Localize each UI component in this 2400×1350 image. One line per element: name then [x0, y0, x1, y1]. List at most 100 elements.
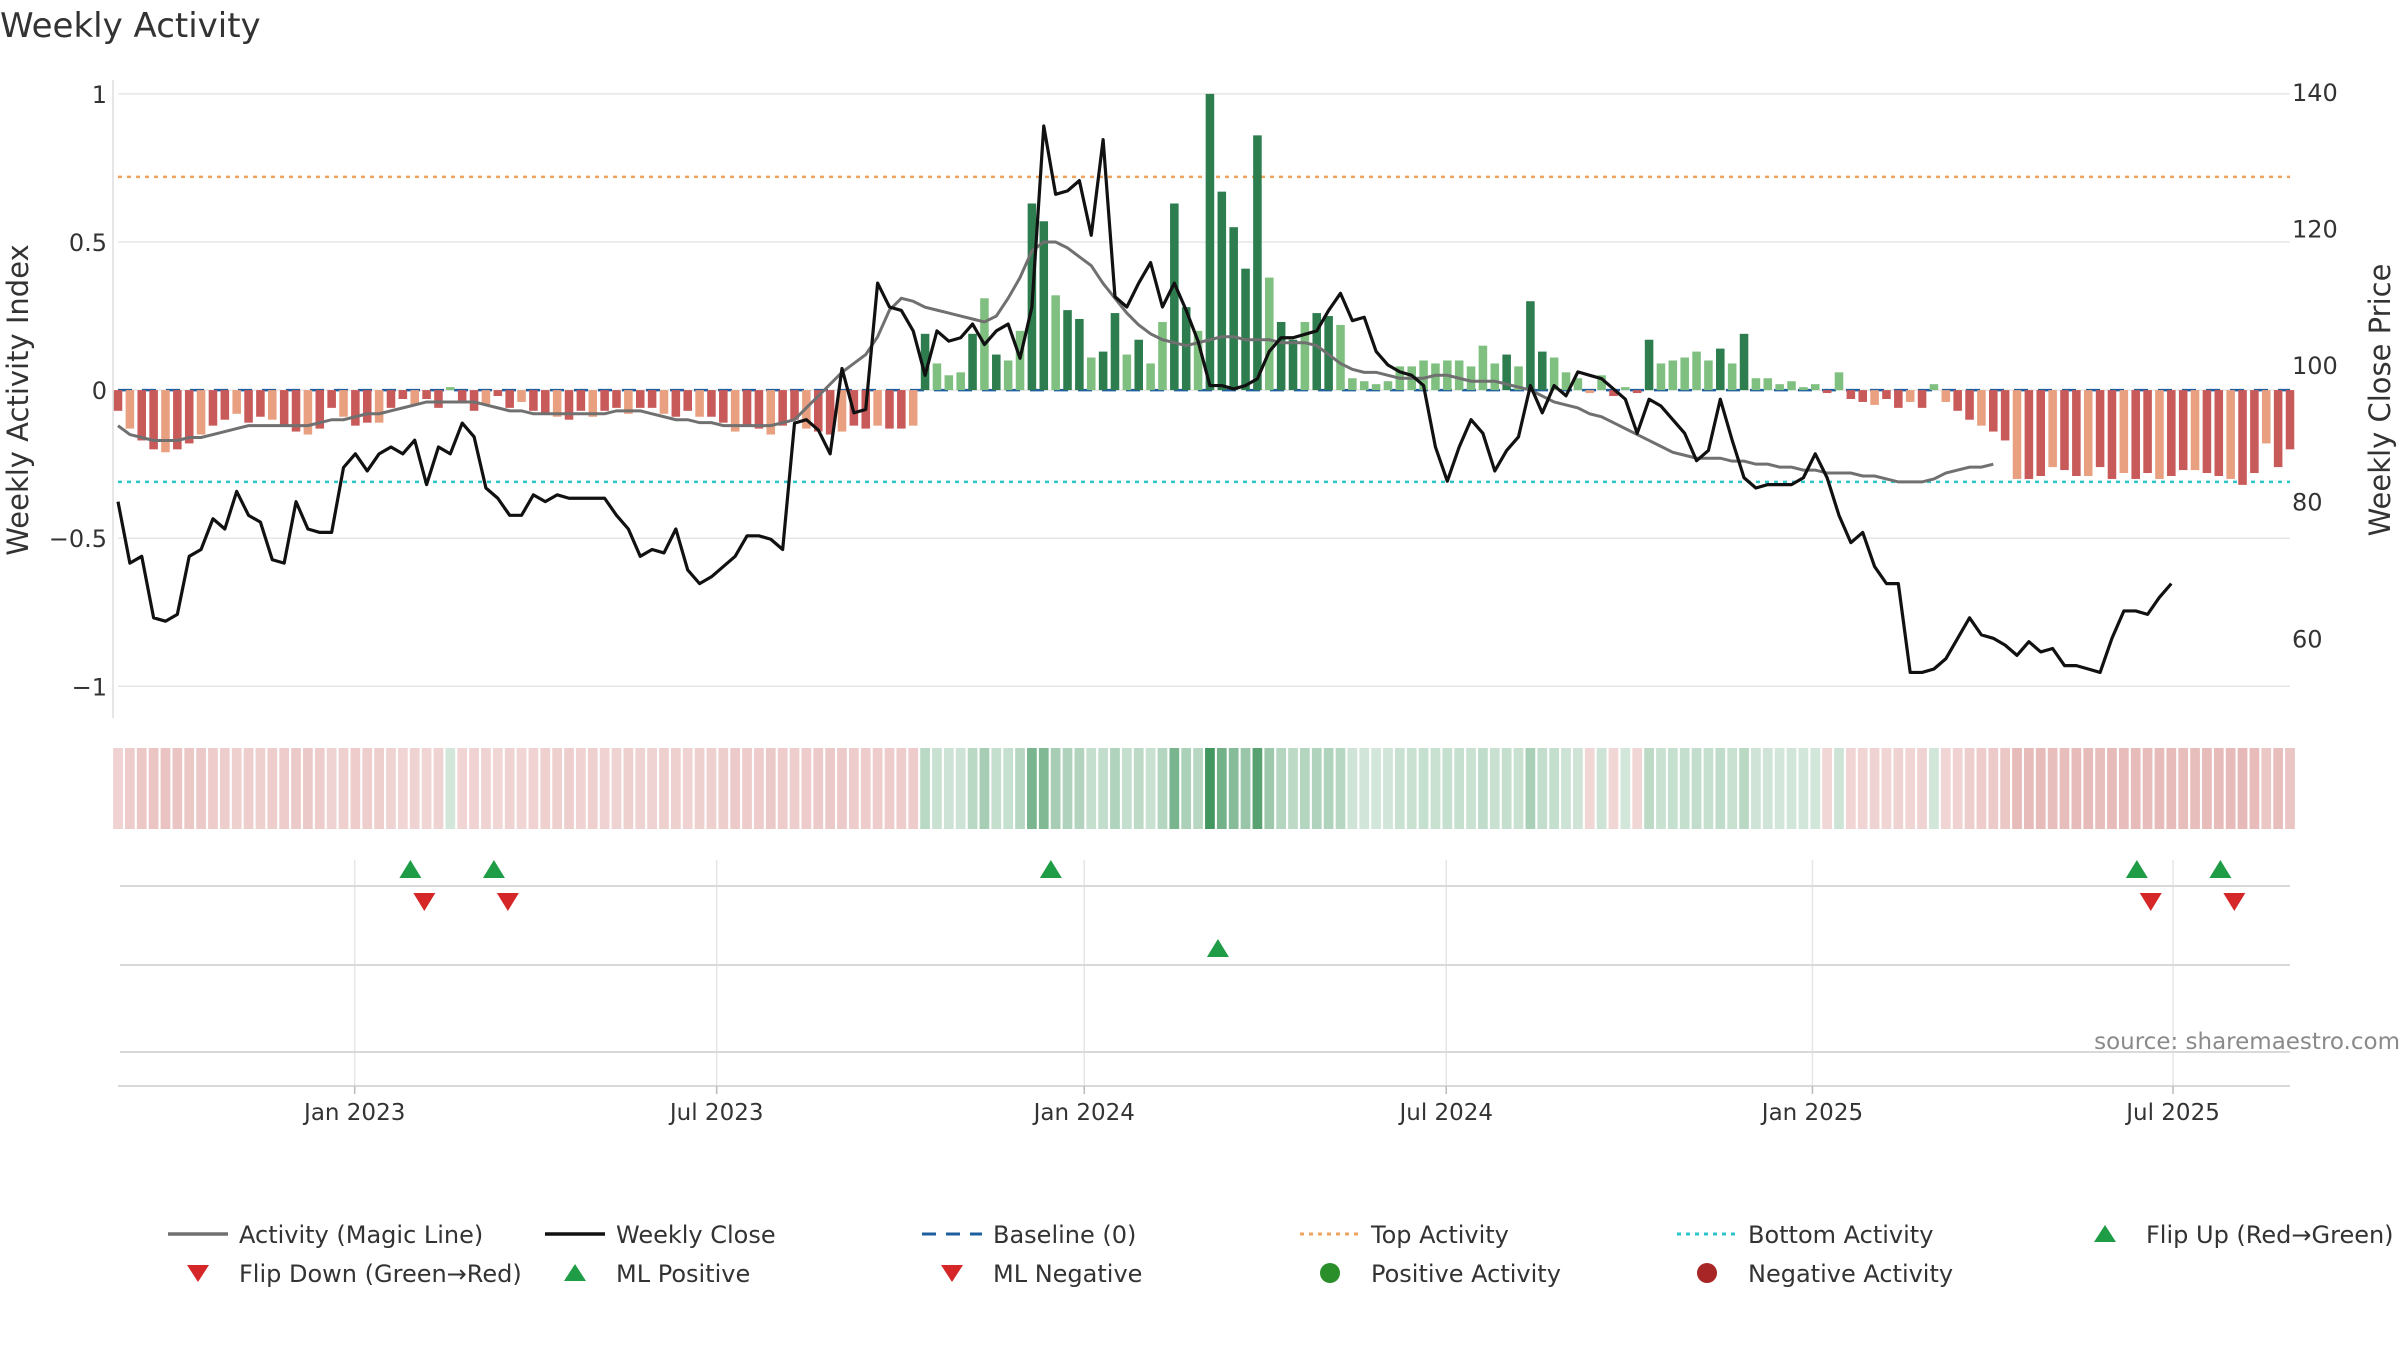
legend-item: Positive Activity [1320, 1260, 1561, 1288]
activity-bar [2190, 390, 2200, 471]
y-tick-label-left: 0.5 [69, 229, 107, 257]
heat-cell [564, 748, 574, 829]
y-tick-label-right: 120 [2292, 215, 2338, 243]
heat-cell [1881, 748, 1892, 829]
activity-bar [1146, 363, 1155, 391]
heat-cell [386, 748, 396, 829]
activity-bar [624, 390, 633, 414]
activity-bar [2107, 390, 2117, 479]
activity-bar [1075, 319, 1084, 391]
heat-cell [469, 748, 479, 829]
activity-bar [1454, 360, 1464, 391]
heat-cell [706, 748, 717, 829]
heat-cell [1169, 748, 1180, 829]
heat-cell [611, 748, 622, 829]
activity-bar [1039, 221, 1049, 391]
activity-bar [1063, 310, 1072, 391]
heat-cell [2273, 748, 2283, 829]
heat-cell [1549, 748, 1559, 829]
activity-bar [386, 390, 396, 408]
activity-bar [125, 390, 135, 429]
activity-bar [2178, 390, 2188, 471]
heat-cell [1632, 748, 1643, 829]
activity-bar [719, 390, 728, 423]
activity-bar [1822, 390, 1832, 394]
activity-bar [683, 390, 692, 411]
heat-cell [1193, 748, 1203, 829]
heat-cell [1466, 748, 1476, 829]
heat-cell [920, 748, 930, 829]
activity-bar [1763, 378, 1773, 391]
heat-cell [2035, 748, 2046, 829]
activity-bar [2202, 390, 2212, 474]
activity-bar [410, 390, 419, 405]
heat-cell [2130, 748, 2141, 829]
legend-swatch [2094, 1225, 2116, 1242]
heat-cell [2225, 748, 2236, 829]
heat-cell [2142, 748, 2153, 829]
y-tick-label-left: 1 [92, 81, 107, 109]
heat-cell [1596, 748, 1607, 829]
heat-cell [2083, 748, 2094, 829]
activity-bar [2167, 390, 2176, 476]
heat-cell [552, 748, 563, 829]
heat-cell [457, 748, 468, 829]
heat-cell [2202, 748, 2212, 829]
activity-bar [2119, 390, 2129, 474]
activity-bar [351, 390, 360, 426]
activity-bar [1977, 390, 1986, 426]
heat-cell [1145, 748, 1156, 829]
heat-cell [1335, 748, 1346, 829]
activity-bar [754, 390, 764, 429]
activity-bar [1834, 372, 1844, 391]
activity-bar [196, 390, 206, 435]
activity-bar [446, 387, 455, 391]
activity-bar [2000, 390, 2010, 441]
activity-bar [303, 390, 313, 435]
activity-bar [1929, 384, 1939, 391]
heat-cell [421, 748, 432, 829]
activity-bar [1656, 363, 1666, 391]
activity-bar [2238, 390, 2247, 485]
x-tick-label: Jul 2025 [2124, 1100, 2220, 1126]
activity-bar [1276, 321, 1286, 391]
heat-cell [2071, 748, 2082, 829]
heat-cell [172, 748, 183, 829]
signal-panels [118, 860, 2290, 1087]
activity-bar [2250, 390, 2259, 474]
activity-bar [873, 390, 882, 426]
heat-cell [1501, 748, 1512, 829]
activity-bar [113, 390, 123, 411]
legend-item: Flip Down (Green→Red) [187, 1260, 522, 1288]
heat-cell [267, 748, 278, 829]
heat-cell [528, 748, 539, 829]
activity-bar [695, 390, 704, 417]
heat-cell [1430, 748, 1441, 829]
activity-bar [1953, 390, 1962, 411]
activity-bar [1905, 390, 1915, 402]
legend-label: Top Activity [1370, 1221, 1509, 1249]
heat-cell [1739, 748, 1749, 829]
heat-cell [837, 748, 847, 829]
heat-cell [991, 748, 1002, 829]
magic-line-series [117, 240, 1994, 484]
heat-cell [682, 748, 693, 829]
activity-bar [493, 390, 503, 397]
activity-bar [2273, 390, 2283, 468]
activity-bar [671, 390, 681, 417]
heat-cell [1774, 748, 1785, 829]
activity-bar [1205, 93, 1215, 391]
y-tick-label-left: −1 [72, 673, 107, 701]
activity-bar [612, 390, 621, 408]
legend-item: Baseline (0) [922, 1221, 1136, 1249]
heat-cell [516, 748, 527, 829]
heat-cell [231, 748, 242, 829]
flip-up-marker [2125, 860, 2148, 878]
heat-cell [1300, 748, 1310, 829]
activity-bar [2048, 390, 2057, 468]
heat-cell [1264, 748, 1275, 829]
activity-bar [1265, 277, 1274, 391]
heat-cell [2118, 748, 2129, 829]
activity-bar [374, 390, 384, 423]
